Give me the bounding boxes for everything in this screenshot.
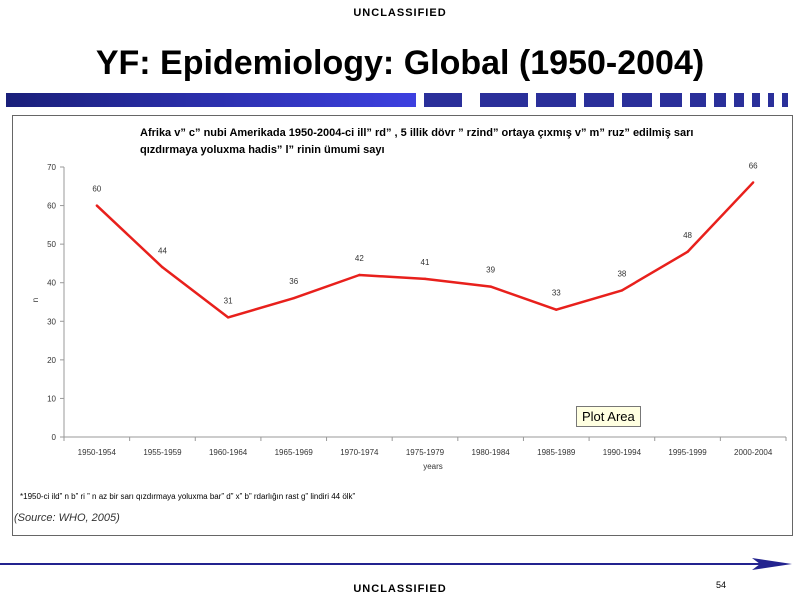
data-point xyxy=(95,204,99,207)
decorative-title-bar xyxy=(6,93,788,107)
y-axis-ticks: 0 10 20 30 40 50 60 70 xyxy=(47,163,64,442)
data-label: 60 xyxy=(92,185,101,194)
chart-title: Afrika v” c” nubi Amerikada 1950-2004-ci… xyxy=(140,127,694,156)
page-number: 54 xyxy=(716,580,727,590)
slide-title: YF: Epidemiology: Global (1950-2004) xyxy=(95,44,705,82)
data-label: 39 xyxy=(486,266,495,275)
data-label: 31 xyxy=(224,296,233,305)
y-tick-label: 50 xyxy=(47,240,56,249)
x-axis-label: years xyxy=(423,462,443,471)
data-point xyxy=(292,296,295,300)
x-tick-label: 1950-1954 xyxy=(78,448,117,457)
data-point xyxy=(358,273,361,277)
data-labels-group: 60 44 31 36 42 41 39 33 38 48 66 xyxy=(92,161,758,305)
data-point xyxy=(423,277,427,281)
data-label: 66 xyxy=(749,161,758,170)
x-tick-label: 1995-1999 xyxy=(668,448,707,457)
data-label: 33 xyxy=(552,289,561,298)
x-tick-label: 1970-1974 xyxy=(340,448,379,457)
x-tick-label: 1990-1994 xyxy=(603,448,642,457)
data-point xyxy=(489,285,492,288)
chart-footnote: *1950-ci ild” n b” ri ” n az bir sarı qı… xyxy=(20,492,356,501)
data-point xyxy=(620,289,624,292)
x-tick-label: 1975-1979 xyxy=(406,448,445,457)
y-tick-label: 10 xyxy=(47,394,56,403)
x-tick-label: 1985-1989 xyxy=(537,448,576,457)
data-label: 42 xyxy=(355,254,364,263)
x-tick-label: 1965-1969 xyxy=(275,448,314,457)
data-point xyxy=(686,250,689,254)
plot-area-tooltip: Plot Area xyxy=(576,406,641,427)
y-tick-label: 30 xyxy=(47,317,56,326)
x-tick-label: 2000-2004 xyxy=(734,448,773,457)
top-classification: UNCLASSIFIED xyxy=(353,7,447,19)
data-label: 36 xyxy=(289,277,298,286)
line-chart: 0 10 20 30 40 50 60 70 1950-1954 1955-1959 1960-1… xyxy=(31,161,787,471)
bottom-classification: UNCLASSIFIED xyxy=(353,583,447,595)
data-label: 44 xyxy=(158,246,167,255)
y-axis-label: n xyxy=(31,298,40,302)
data-point xyxy=(555,308,558,311)
data-label: 41 xyxy=(421,258,430,267)
y-tick-label: 40 xyxy=(47,279,56,288)
data-label: 48 xyxy=(683,231,692,240)
y-tick-label: 70 xyxy=(47,163,56,172)
x-tick-label: 1960-1964 xyxy=(209,448,248,457)
chart-axes xyxy=(63,167,786,438)
series-line xyxy=(95,181,755,319)
chart-source: (Source: WHO, 2005) xyxy=(14,512,120,524)
series-line-group xyxy=(95,181,755,319)
x-tick-label: 1955-1959 xyxy=(143,448,182,457)
data-point xyxy=(161,266,164,269)
y-tick-label: 20 xyxy=(47,356,56,365)
y-tick-label: 60 xyxy=(47,202,56,211)
chart-frame xyxy=(12,115,793,536)
y-tick-label: 0 xyxy=(52,433,57,442)
data-label: 38 xyxy=(617,269,626,278)
x-axis-ticks: 1950-1954 1955-1959 1960-1964 1965-1969 1970… xyxy=(63,437,787,457)
x-tick-label: 1980-1984 xyxy=(472,448,511,457)
data-point xyxy=(751,181,755,184)
data-point xyxy=(226,316,230,319)
bottom-arrow-line xyxy=(0,558,792,570)
